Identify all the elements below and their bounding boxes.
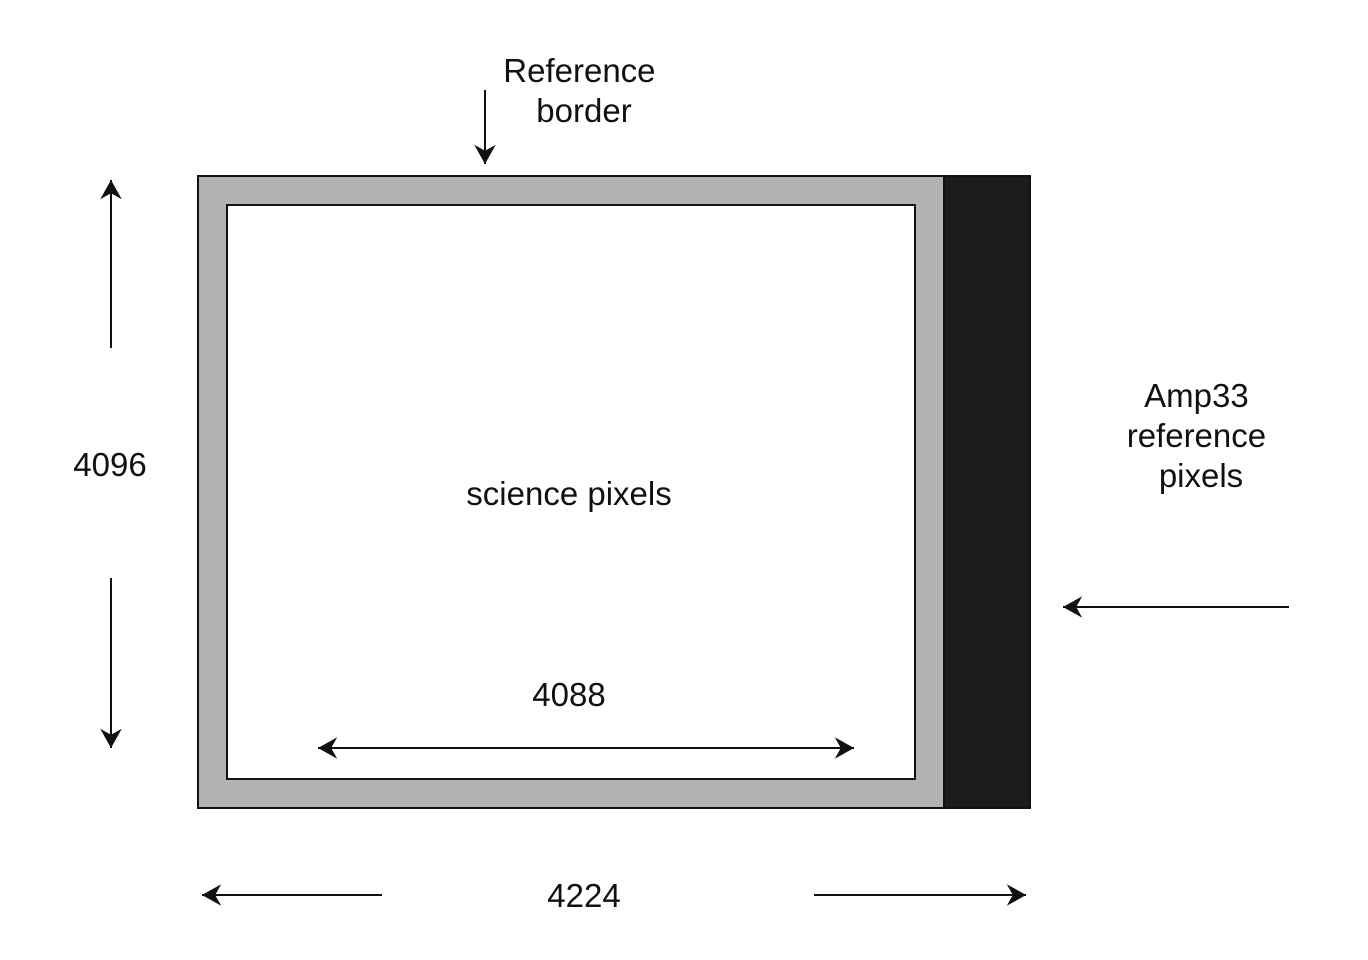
amp33-reference-pixels-region: [943, 175, 1031, 809]
reference-border-label-line1: Reference: [503, 52, 655, 89]
amp33-label-line1: Amp33: [1144, 377, 1249, 414]
amp33-label-line3: pixels: [1159, 457, 1243, 494]
height-label: 4096: [73, 446, 146, 483]
reference-border-label: Reference border: [503, 52, 664, 129]
total-width-label: 4224: [547, 877, 620, 914]
amp33-label: Amp33 reference pixels: [1127, 377, 1276, 494]
reference-border-label-line2: border: [536, 92, 631, 129]
science-pixels-label: science pixels: [466, 475, 671, 512]
science-pixels-region: [226, 204, 916, 780]
amp33-label-line2: reference: [1127, 417, 1266, 454]
inner-width-label: 4088: [532, 676, 605, 713]
